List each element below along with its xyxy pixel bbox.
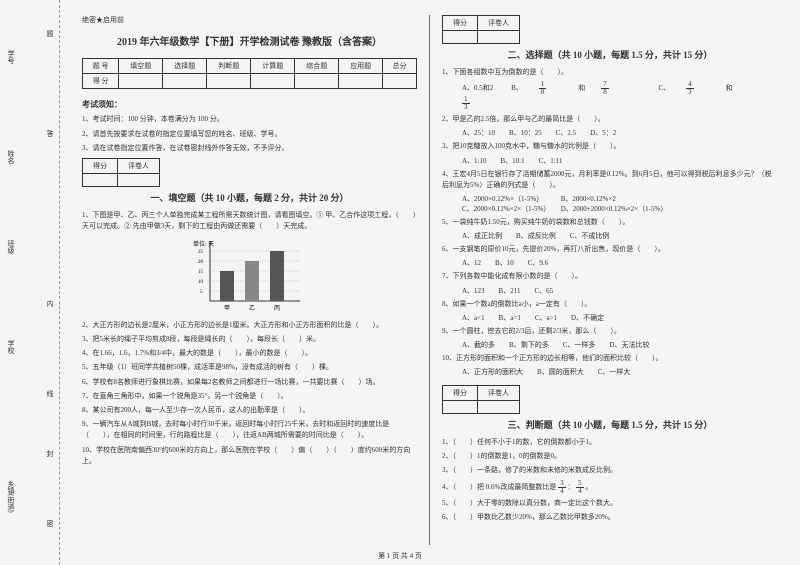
- score-summary-table: 题 号 填空题 选择题 判断题 计算题 综合题 应用题 总分 得 分: [82, 58, 417, 89]
- page-content: 绝密★启用前 2019 年六年级数学【下册】开学检测试卷 豫教版（含答案） 题 …: [60, 0, 800, 565]
- left-column: 绝密★启用前 2019 年六年级数学【下册】开学检测试卷 豫教版（含答案） 题 …: [70, 15, 430, 545]
- question: 2、（ ）1的倒数是1，0的倒数是0。: [442, 451, 778, 462]
- options: A、25：10 B、10：25 C、2.5 D、5：2: [462, 128, 778, 138]
- margin-label-name: 姓名: [6, 150, 16, 164]
- dash-label: 封: [45, 450, 55, 457]
- question: 9、一辆汽车从A城到B城，去时每小时行30千米，返回时每小时行25千米，去时和返…: [82, 419, 417, 441]
- th: 填空题: [119, 59, 163, 74]
- question: 4、在1.66，1.6，1.7%和3/4中，最大的数是（ ），最小的数是（ ）。: [82, 348, 417, 359]
- question: 3、把5米长的绳子平均剪成8段，每段是绳长的（ ），每段长（ ）米。: [82, 334, 417, 345]
- margin-label-town: 乡镇(街道): [6, 480, 16, 513]
- options: A、2000×0.12%×（1-5%） B、2000×0.12%×2 C、200…: [462, 194, 778, 214]
- margin-label-class: 班级: [6, 240, 16, 254]
- td: 评卷人: [478, 16, 520, 31]
- question: 6、（ ）甲数比乙数少20%，那么乙数比甲数多20%。: [442, 512, 778, 523]
- td: 评卷人: [478, 386, 520, 401]
- options: A、成正比例 B、成反比例 C、不成比例: [462, 231, 778, 241]
- th: 总分: [383, 59, 417, 74]
- svg-text:25: 25: [198, 250, 204, 255]
- question: 1、（ ）任何不小于1的数，它的倒数都小于1。: [442, 437, 778, 448]
- options: A、1:10 B、10:1 C、1:11: [462, 156, 778, 166]
- question: 1、下图是甲、乙、丙三个人单独完成某工程所需天数统计图，请看图填空。① 甲、乙合…: [82, 210, 417, 232]
- bar-chart: 单位: 天 5 10 15 20 25 甲 乙 丙: [190, 236, 310, 316]
- question: 2、大正方形的边长是2厘米，小正方形的边长是1厘米。大正方形和小正方形面积的比是…: [82, 320, 417, 331]
- options: A、正方形的面积大 B、圆的面积大 C、一样大: [462, 367, 778, 377]
- th: 综合题: [295, 59, 339, 74]
- notice-item: 3、请在试卷指定位置作答，在试卷密封线外作答无效，不予评分。: [82, 143, 417, 154]
- svg-text:乙: 乙: [249, 305, 255, 312]
- question: 10、学校在医院南偏西30°约600米的方向上，那么医院在学校（ ）偏（ ）（ …: [82, 445, 417, 467]
- question: 7、在直角三角形中，如果一个锐角是35°，另一个锐角是（ ）。: [82, 391, 417, 402]
- th: 应用题: [339, 59, 383, 74]
- dash-label: 线: [45, 390, 55, 397]
- section-2-title: 二、选择题（共 10 小题，每题 1.5 分，共计 15 分）: [442, 48, 778, 61]
- section-score-box: 得分评卷人: [442, 15, 520, 44]
- svg-text:10: 10: [198, 280, 204, 285]
- td: 得分: [83, 158, 118, 173]
- dash-label: 答: [45, 130, 55, 137]
- dash-label: 题: [45, 30, 55, 37]
- right-column: 得分评卷人 二、选择题（共 10 小题，每题 1.5 分，共计 15 分） 1、…: [430, 15, 790, 545]
- question: 5、五年级（1）班同学共植树50棵，成活率是98%，没有成活的树有（ ）棵。: [82, 362, 417, 373]
- th: 计算题: [251, 59, 295, 74]
- options: A、截的多 B、剩下的多 C、一样多 D、无法比较: [462, 340, 778, 350]
- page-footer: 第 1 页 共 4 页: [378, 551, 422, 561]
- question: 1、下面各组数中互为倒数的是（ ）。: [442, 67, 778, 78]
- svg-text:单位: 天: 单位: 天: [193, 240, 214, 248]
- dash-label: 内: [45, 300, 55, 307]
- dash-label: 密: [45, 520, 55, 527]
- options: A、0.5和2 B、18和78 C、43和13: [462, 81, 778, 111]
- notice-item: 2、请首先按要求在试卷的指定位置填写您的姓名、班级、学号。: [82, 129, 417, 140]
- table-row: 题 号 填空题 选择题 判断题 计算题 综合题 应用题 总分: [83, 59, 417, 74]
- margin-label-id: 学号: [6, 50, 16, 64]
- th: 题 号: [83, 59, 119, 74]
- svg-text:5: 5: [200, 290, 203, 295]
- svg-text:15: 15: [198, 270, 204, 275]
- question: 7、下列各数中能化成有限小数的是（ ）。: [442, 271, 778, 282]
- td: 得分: [443, 386, 478, 401]
- td: 评卷人: [118, 158, 160, 173]
- td: 得 分: [83, 74, 119, 89]
- notice-heading: 考试须知：: [82, 99, 417, 110]
- exam-title: 2019 年六年级数学【下册】开学检测试卷 豫教版（含答案）: [82, 33, 417, 48]
- svg-text:丙: 丙: [274, 305, 280, 312]
- td: 得分: [443, 16, 478, 31]
- margin-label-school: 学校: [6, 340, 16, 354]
- question: 2、甲是乙的2.5倍，那么甲与乙的最简比是（ ）。: [442, 114, 778, 125]
- th: 判断题: [207, 59, 251, 74]
- binding-margin: 题 学号 答 姓名 班级 内 学校 线 封 乡镇(街道) 密: [0, 0, 60, 565]
- options: A、123 B、211 C、65: [462, 286, 778, 296]
- section-1-title: 一、填空题（共 10 小题，每题 2 分，共计 20 分）: [82, 191, 417, 204]
- notice-item: 1、考试时间：100 分钟，本卷满分为 100 分。: [82, 114, 417, 125]
- options: A、12 B、10 C、9.6: [462, 258, 778, 268]
- question: 3、把10克糖放入100克水中，糖与糖水的比例是（ ）。: [442, 141, 778, 152]
- table-row: 得 分: [83, 74, 417, 89]
- question: 6、一支钢笔的原价10元，先提价20%，再打八折出售，现价是（ ）。: [442, 244, 778, 255]
- question: 10、正方形的面积和一个正方形的边长相等，他们的面积比较（ ）。: [442, 353, 778, 364]
- svg-text:20: 20: [198, 260, 204, 265]
- question: 8、某公司有200人，每一人至少存一次人民币，这人的出勤率是（ ）。: [82, 405, 417, 416]
- secret-label: 绝密★启用前: [82, 15, 417, 25]
- options: A、a<1 B、a=1 C、a>1 D、不确定: [462, 313, 778, 323]
- section-score-box: 得分评卷人: [82, 158, 160, 187]
- question: 3、（ ）一条路，修了的米数和未修的米数成反比例。: [442, 465, 778, 476]
- question: 5、（ ）大于零的数除以真分数，商一定比这个数大。: [442, 498, 778, 509]
- question: 4、（ ）把 0.6%改成最简整数比是 34 ： 54 。: [442, 480, 778, 495]
- th: 选择题: [163, 59, 207, 74]
- question: 5、一袋纯牛奶1.50元，购买纯牛奶的袋数和总钱数（ ）。: [442, 217, 778, 228]
- question: 6、学校有8名教师进行象棋比赛，如果每2名教师之间都进行一场比赛，一共要比赛（ …: [82, 377, 417, 388]
- question: 4、王宏4月5日在银行存了活期储蓄2000元，月利率是0.12%。到6月5日，他…: [442, 169, 778, 191]
- section-3-title: 三、判断题（共 10 小题，每题 1.5 分，共计 15 分）: [442, 418, 778, 431]
- question: 9、一个圆柱，挖去它的2/3后，还剩2/3米，那么（ ）。: [442, 326, 778, 337]
- svg-text:甲: 甲: [224, 305, 230, 312]
- section-score-box: 得分评卷人: [442, 385, 520, 414]
- question: 8、如果一个数a的倒数比a小，a一定有（ ）。: [442, 299, 778, 310]
